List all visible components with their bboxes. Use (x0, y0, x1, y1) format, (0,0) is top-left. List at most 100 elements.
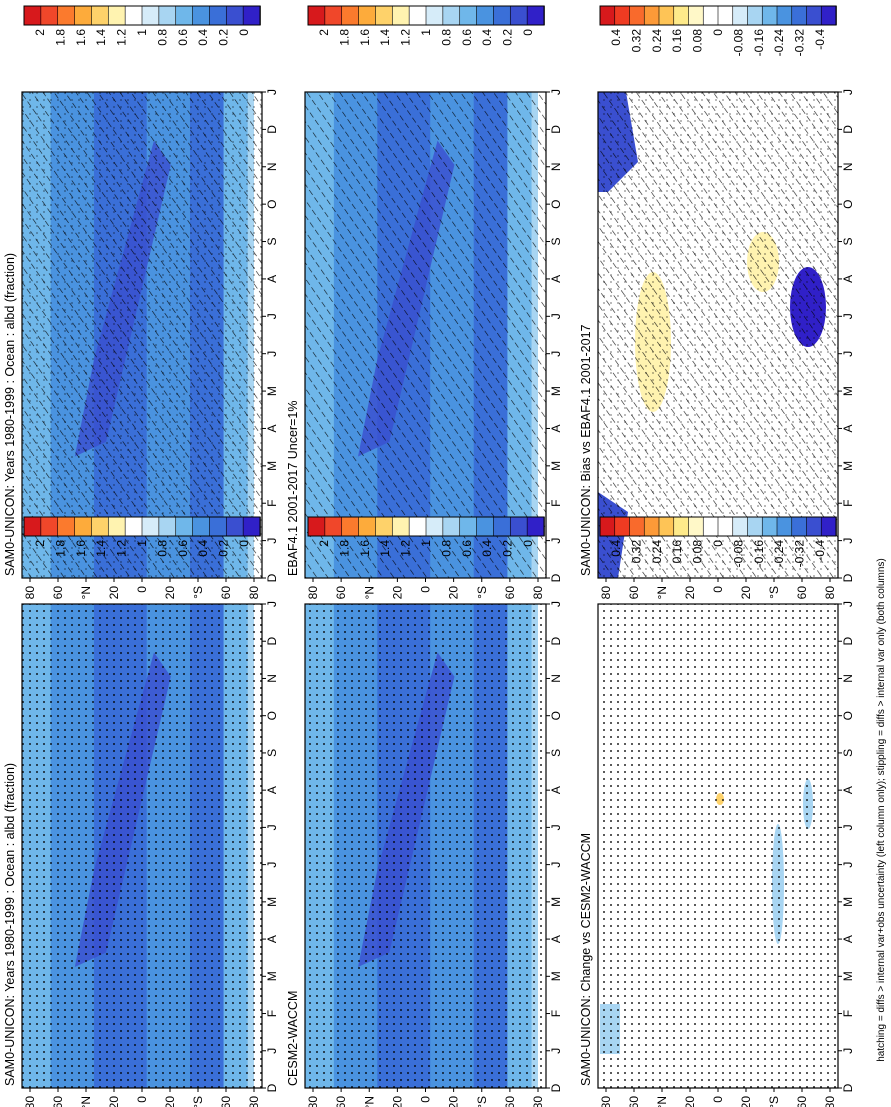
colorbar-tick-label: 1.6 (358, 540, 372, 557)
colorbar-swatch (614, 5, 631, 26)
month-label: N (841, 674, 855, 683)
lat-label: 0 (711, 1096, 725, 1103)
month-label: J (549, 313, 563, 319)
lat-label: 60 (627, 1096, 641, 1107)
colorbar-tick-label: -0.4 (813, 29, 827, 50)
month-label: S (549, 749, 563, 757)
colorbar-tick-label: 0.16 (670, 540, 684, 564)
month-label: O (265, 711, 279, 720)
month-label: J (265, 538, 279, 544)
colorbar-swatch (124, 5, 143, 26)
colorbar-tick-label: 0 (521, 540, 535, 547)
month-label: D (841, 637, 855, 646)
colorbar-tick-label: 0.24 (650, 29, 664, 53)
lat-label: 20 (739, 586, 753, 600)
colorbar-swatch (192, 5, 211, 26)
colorbar-swatch (442, 5, 461, 26)
colorbar-tick-label: 1.8 (337, 29, 351, 46)
lat-label: °N (79, 1096, 93, 1107)
colorbar-tick-label: 0 (711, 540, 725, 547)
colorbar-swatch (643, 5, 660, 26)
colorbar-swatch (526, 516, 545, 537)
month-label: S (265, 238, 279, 246)
colorbar-swatch (158, 5, 177, 26)
month-label: J (841, 601, 855, 607)
lat-label: °N (79, 586, 93, 599)
month-label: J (549, 1048, 563, 1054)
lat-label: 80 (823, 1096, 837, 1107)
colorbar-4: 2 1.8 1.6 1.4 1.2 1 0.8 0.6 0.4 0.2 0 (23, 516, 261, 557)
colorbar-swatch (688, 516, 705, 537)
panel-6: D J F M A M J J A S O N D J 80 60 °N 20 0 20 °S 60 80 SAM0-UNIC… (579, 601, 855, 1107)
colorbar-swatch (391, 5, 410, 26)
month-label: M (549, 971, 563, 981)
colorbar-tick-label: 0 (711, 29, 725, 36)
colorbar-swatch (629, 5, 646, 26)
colorbar-tick-label: 1.6 (74, 540, 88, 557)
colorbar-tick-label: -0.24 (772, 540, 786, 568)
colorbar-tick-label: 0.4 (196, 29, 210, 46)
colorbar-tick-label: 1 (135, 29, 149, 36)
panel-4-stippling (22, 604, 262, 1088)
colorbar-swatch (225, 5, 244, 26)
colorbar-swatch (107, 5, 126, 26)
colorbar-swatch (791, 5, 808, 26)
colorbar-swatch (408, 5, 427, 26)
colorbar-tick-label: 0.6 (176, 540, 190, 557)
colorbar-swatch (459, 516, 478, 537)
month-label: J (265, 601, 279, 607)
lat-label: 60 (503, 1096, 517, 1107)
panel-3-title: SAM0-UNICON: Bias vs EBAF4.1 2001-2017 (579, 324, 593, 576)
colorbar-swatch (747, 516, 764, 537)
month-label: A (265, 786, 279, 794)
colorbar-swatch (242, 5, 261, 26)
colorbar-swatch (493, 516, 512, 537)
month-label: J (265, 862, 279, 868)
month-label: A (549, 935, 563, 943)
colorbar-swatch (476, 516, 495, 537)
colorbar-tick-label: 1.6 (358, 29, 372, 46)
colorbar-swatch (658, 516, 675, 537)
colorbar-tick-label: 1 (135, 540, 149, 547)
colorbar-tick-label: -0.4 (813, 540, 827, 561)
colorbar-swatch (509, 516, 528, 537)
month-label: F (265, 1010, 279, 1017)
month-label: M (549, 386, 563, 396)
month-label: D (549, 125, 563, 134)
lat-label: 80 (306, 1096, 320, 1107)
colorbar-swatch (23, 516, 42, 537)
colorbar-tick-label: 1.4 (378, 29, 392, 46)
lat-label: 20 (390, 1096, 404, 1107)
lat-label: 20 (739, 1096, 753, 1107)
colorbar-swatch (761, 5, 778, 26)
colorbar-swatch (658, 5, 675, 26)
lat-label: 60 (627, 586, 641, 600)
colorbar-tick-label: 0 (521, 29, 535, 36)
colorbar-swatch (324, 516, 343, 537)
colorbar-swatch (307, 5, 326, 26)
colorbar-tick-label: 0.08 (691, 29, 705, 53)
panel-6-stippling (598, 604, 838, 1088)
month-label: S (265, 749, 279, 757)
month-label: D (841, 1083, 855, 1092)
month-label: F (841, 1010, 855, 1017)
colorbar-swatch (761, 516, 778, 537)
lat-label: 60 (51, 586, 65, 600)
month-label: O (549, 199, 563, 208)
month-label: J (841, 862, 855, 868)
month-label: M (841, 971, 855, 981)
colorbar-swatch (702, 5, 719, 26)
month-label: A (549, 786, 563, 794)
colorbar-tick-label: 0.6 (176, 29, 190, 46)
colorbar-tick-label: 1 (419, 29, 433, 36)
colorbar-swatch (459, 5, 478, 26)
colorbar-tick-label: 1.2 (115, 540, 129, 557)
lat-label: 80 (306, 586, 320, 600)
colorbar-swatch (806, 5, 823, 26)
colorbar-swatch (124, 516, 143, 537)
colorbar-swatch (688, 5, 705, 26)
month-label: A (841, 935, 855, 943)
month-label: J (549, 538, 563, 544)
month-label: J (549, 89, 563, 95)
